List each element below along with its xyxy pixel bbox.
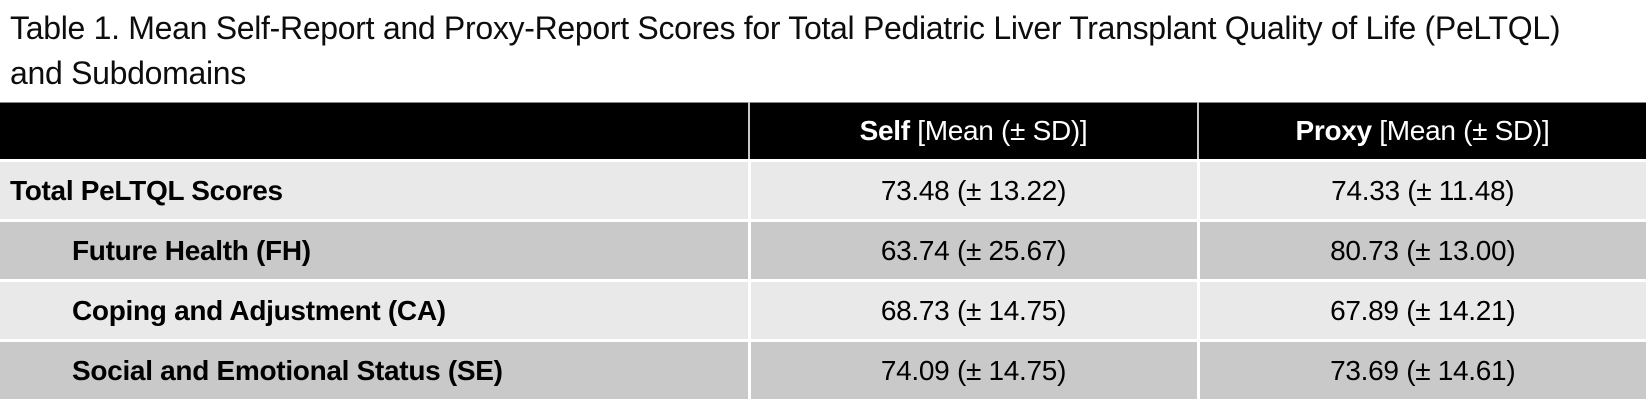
header-self-units: [Mean (± SD)] bbox=[909, 115, 1088, 146]
header-proxy-label: Proxy bbox=[1295, 115, 1373, 146]
proxy-value: 74.33 (± 11.48) bbox=[1196, 159, 1646, 221]
table-row-social-emotional: Social and Emotional Status (SE) 74.09 (… bbox=[0, 339, 1646, 399]
proxy-value: 80.73 (± 13.00) bbox=[1196, 219, 1646, 281]
self-value: 63.74 (± 25.67) bbox=[747, 219, 1198, 281]
self-value: 73.48 (± 13.22) bbox=[747, 159, 1198, 221]
header-row: Self [Mean (± SD)] Proxy [Mean (± SD)] bbox=[0, 102, 1646, 161]
header-proxy-cell: Proxy [Mean (± SD)] bbox=[1197, 102, 1646, 161]
table-title: Table 1. Mean Self-Report and Proxy-Repo… bbox=[10, 10, 1561, 91]
table-row-coping-adjustment: Coping and Adjustment (CA) 68.73 (± 14.7… bbox=[0, 279, 1646, 341]
header-empty-cell bbox=[0, 102, 749, 161]
scores-table: Self [Mean (± SD)] Proxy [Mean (± SD)] T… bbox=[0, 102, 1646, 399]
proxy-value: 67.89 (± 14.21) bbox=[1196, 279, 1646, 341]
header-proxy-units: [Mean (± SD)] bbox=[1371, 115, 1550, 146]
self-value: 68.73 (± 14.75) bbox=[747, 279, 1198, 341]
row-label: Coping and Adjustment (CA) bbox=[0, 279, 749, 341]
self-value: 74.09 (± 14.75) bbox=[747, 339, 1198, 399]
header-self-label: Self bbox=[859, 115, 910, 146]
row-label: Future Health (FH) bbox=[0, 219, 749, 281]
row-label: Social and Emotional Status (SE) bbox=[0, 339, 749, 399]
table-row-future-health: Future Health (FH) 63.74 (± 25.67) 80.73… bbox=[0, 219, 1646, 281]
proxy-value: 73.69 (± 14.61) bbox=[1196, 339, 1646, 399]
row-label: Total PeLTQL Scores bbox=[0, 159, 749, 221]
table-row-total-peltql: Total PeLTQL Scores 73.48 (± 13.22) 74.3… bbox=[0, 159, 1646, 221]
header-self-cell: Self [Mean (± SD)] bbox=[748, 102, 1198, 161]
